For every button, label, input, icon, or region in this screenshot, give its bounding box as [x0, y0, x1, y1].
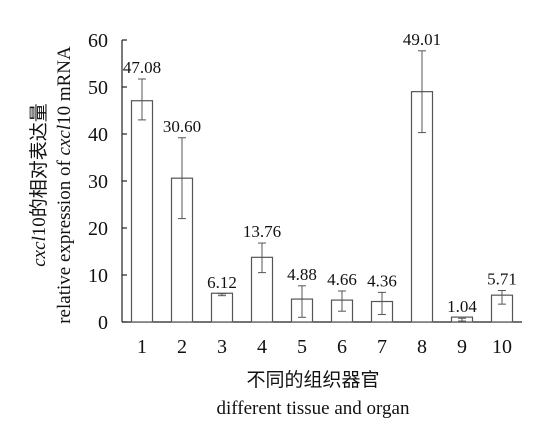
- x-tick-label: 7: [377, 336, 387, 358]
- x-tick-label: 5: [297, 336, 307, 358]
- x-tick-label: 10: [492, 336, 512, 358]
- y-axis-title-en-part3: 10 mRNA: [54, 46, 75, 125]
- chart-bars: [130, 50, 514, 323]
- x-tick-label: 2: [177, 336, 187, 358]
- y-tick-label: 30: [88, 171, 108, 193]
- bar-value-label: 5.71: [487, 270, 517, 289]
- y-axis-title-en-part1: relative expression of: [54, 155, 75, 323]
- y-tick-label: 40: [88, 124, 108, 146]
- bar-value-label: 49.01: [403, 30, 441, 49]
- y-tick-label: 0: [98, 312, 108, 334]
- chart-labels: 47.08 1 30.60 2 6.12 3 13.76 4 4.88 5 4.66 6 4.36 7 49…: [123, 30, 517, 358]
- bar-value-label: 4.36: [367, 271, 397, 290]
- bar-value-label: 4.66: [327, 270, 357, 289]
- y-tick-label: 20: [88, 218, 108, 240]
- y-axis-title-cn-rest: 10的相对表达量: [28, 103, 50, 236]
- bar-value-label: 13.76: [243, 222, 281, 241]
- x-axis-title-en: different tissue and organ: [217, 398, 410, 419]
- x-tick-label: 4: [257, 336, 267, 358]
- x-tick-label: 9: [457, 336, 467, 358]
- y-axis-title-en: relative expression of cxcl10 mRNA: [54, 46, 75, 324]
- x-tick-label: 6: [337, 336, 347, 358]
- bar: [130, 100, 154, 323]
- bar-value-label: 30.60: [163, 117, 201, 136]
- x-tick-label: 8: [417, 336, 427, 358]
- y-axis-title-cn: cxcl10的相对表达量: [28, 103, 50, 267]
- y-tick-label: 50: [88, 77, 108, 99]
- bar-value-label: 6.12: [207, 273, 237, 292]
- x-tick-label: 3: [217, 336, 227, 358]
- y-tick-label: 10: [88, 265, 108, 287]
- y-tick-label: 60: [88, 30, 108, 52]
- bar-value-label: 4.88: [287, 265, 317, 284]
- bar: [210, 292, 234, 323]
- x-axis-title-cn: 不同的组织器官: [246, 369, 379, 391]
- bar-value-label: 47.08: [123, 58, 161, 77]
- x-tick-label: 1: [137, 336, 147, 358]
- y-axis-title-en-italic: cxcl: [54, 125, 75, 156]
- bar-value-label: 1.04: [447, 297, 477, 316]
- y-axis-title-cn-italic: cxcl: [29, 236, 50, 267]
